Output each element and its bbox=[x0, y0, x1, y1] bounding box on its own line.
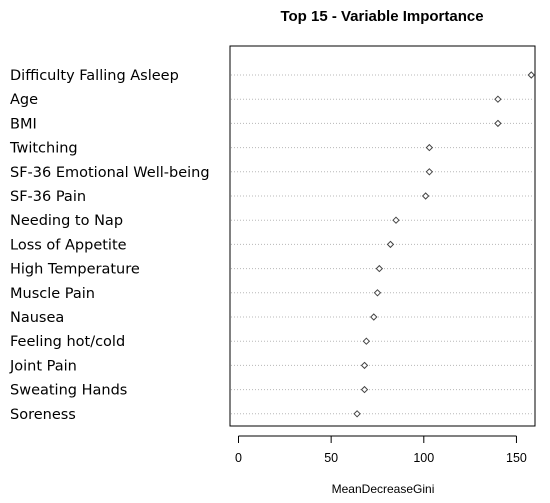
x-tick-label: 150 bbox=[506, 451, 527, 465]
chart-title: Top 15 - Variable Importance bbox=[280, 8, 483, 25]
data-point bbox=[494, 119, 502, 128]
data-point bbox=[425, 168, 434, 176]
data-point bbox=[392, 216, 400, 224]
variable-labels: Difficulty Falling Asleep Age BMI Twitching… bbox=[9, 68, 210, 423]
data-point bbox=[494, 95, 502, 103]
variable-label: BMI bbox=[10, 116, 37, 132]
data-point bbox=[362, 337, 371, 345]
variable-label: Difficulty Falling Asleep bbox=[10, 68, 179, 84]
variable-label: Loss of Appetite bbox=[10, 237, 127, 253]
data-point bbox=[353, 410, 361, 418]
x-tick-label: 50 bbox=[324, 451, 338, 465]
data-points bbox=[353, 71, 535, 418]
variable-label: High Temperature bbox=[10, 262, 140, 278]
data-point bbox=[527, 71, 535, 79]
data-point bbox=[425, 143, 434, 152]
variable-label: Twitching bbox=[9, 141, 78, 157]
plot-frame bbox=[229, 45, 536, 427]
x-tick-label: 0 bbox=[235, 451, 242, 465]
data-point bbox=[373, 289, 382, 297]
data-point bbox=[421, 192, 430, 200]
data-point bbox=[375, 264, 384, 273]
variable-label: SF-36 Pain bbox=[10, 189, 86, 205]
variable-label: Sweating Hands bbox=[10, 383, 127, 399]
variable-label: Soreness bbox=[10, 407, 76, 423]
data-point bbox=[386, 240, 395, 249]
grid-lines bbox=[231, 74, 534, 415]
variable-label: Nausea bbox=[10, 310, 64, 326]
variable-label: Needing to Nap bbox=[10, 213, 123, 229]
variable-label: Joint Pain bbox=[9, 358, 77, 374]
data-point bbox=[360, 361, 369, 370]
variable-label: Feeling hot/cold bbox=[10, 334, 125, 350]
data-point bbox=[370, 313, 378, 321]
variable-label: SF-36 Emotional Well-being bbox=[10, 165, 210, 181]
variable-label: Age bbox=[10, 92, 38, 108]
x-axis: 0 50 100 150 bbox=[235, 435, 527, 465]
x-tick-label: 100 bbox=[413, 451, 434, 465]
data-point bbox=[360, 385, 369, 394]
x-axis-label: MeanDecreaseGini bbox=[332, 482, 435, 496]
variable-label: Muscle Pain bbox=[10, 286, 95, 302]
